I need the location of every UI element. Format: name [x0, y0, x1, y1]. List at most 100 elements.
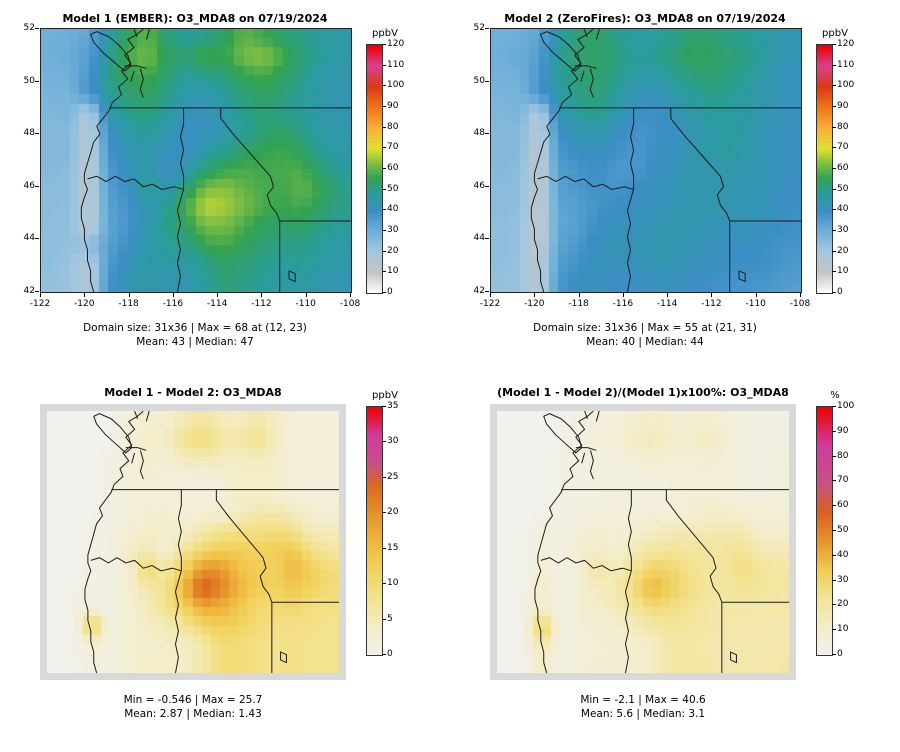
colorbar-tick-mark — [382, 250, 386, 252]
colorbar-tick-label: 20 — [387, 245, 399, 256]
colorbar-tick-label: 20 — [837, 245, 849, 256]
colorbar-tick-label: 70 — [387, 142, 399, 153]
colorbar-tick-label: 0 — [837, 287, 843, 297]
map-model1 — [40, 28, 352, 293]
colorbar-tick-mark — [382, 441, 386, 443]
caption-stats-line1: Domain size: 31x36 | Max = 68 at (12, 23… — [83, 322, 307, 334]
colorbar-tick-mark — [382, 476, 386, 478]
colorbar-tick-mark — [382, 188, 386, 190]
y-tick-mark — [35, 238, 39, 240]
caption-stats-line1: Min = -0.546 | Max = 25.7 — [123, 694, 263, 706]
map-model2 — [490, 28, 802, 293]
colorbar-percent-difference: % 0 10 20 30 40 50 60 70 80 90 100 — [812, 390, 896, 690]
colorbar-tick-mark — [382, 292, 386, 293]
x-tick-label: -114 — [656, 299, 678, 309]
y-tick-label: 52 — [23, 23, 35, 33]
y-tick-mark — [35, 28, 39, 29]
colorbar-tick-label: 0 — [387, 287, 393, 297]
x-tick-label: -108 — [339, 299, 361, 309]
colorbar-unit-label: ppbV — [372, 28, 398, 39]
x-tick-mark — [490, 293, 491, 297]
x-tick-mark — [305, 293, 307, 297]
colorbar-tick-label: 0 — [837, 649, 843, 659]
caption-stats-line2: Mean: 40 | Median: 44 — [586, 336, 704, 348]
map-percent-difference — [490, 404, 796, 680]
colorbar-tick-label: 90 — [837, 425, 849, 436]
colorbar-tick-mark — [832, 629, 836, 631]
colorbar-tick-label: 120 — [837, 39, 855, 49]
colorbar-tick-mark — [832, 430, 836, 432]
x-tick-mark — [578, 293, 580, 297]
x-tick-mark — [172, 293, 174, 297]
colorbar-tick-label: 40 — [837, 549, 849, 560]
colorbar-tick-label: 40 — [837, 204, 849, 215]
y-tick-label: 42 — [473, 286, 485, 296]
colorbar-tick-mark — [382, 547, 386, 549]
y-tick-mark — [35, 291, 39, 292]
y-tick-label: 50 — [23, 75, 35, 86]
colorbar-difference: ppbV 0 5 10 15 20 25 30 35 — [362, 390, 446, 690]
panel-model2: Model 2 (ZeroFires): O3_MDA8 on 07/19/20… — [458, 6, 898, 378]
colorbar-tick-mark — [832, 292, 836, 293]
colorbar-tick-mark — [382, 512, 386, 514]
caption-stats-line2: Mean: 2.87 | Median: 1.43 — [124, 708, 262, 720]
colorbar-tick-label: 50 — [837, 525, 849, 535]
colorbar-tick-mark — [832, 188, 836, 190]
colorbar-tick-label: 30 — [837, 225, 849, 235]
colorbar-tick-label: 35 — [387, 401, 399, 411]
panel-model1: Model 1 (EMBER): O3_MDA8 on 07/19/2024 -… — [8, 6, 448, 378]
y-tick-label: 46 — [473, 180, 485, 191]
colorbar-tick-mark — [832, 406, 836, 407]
x-tick-mark — [128, 293, 130, 297]
colorbar-tick-mark — [382, 406, 386, 407]
colorbar-gradient — [816, 44, 833, 294]
x-tick-label: -118 — [568, 299, 589, 309]
colorbar-tick-label: 60 — [837, 500, 849, 511]
caption-stats-line2: Mean: 5.6 | Median: 3.1 — [580, 708, 706, 720]
colorbar-tick-label: 110 — [387, 59, 405, 70]
colorbar-tick-label: 90 — [387, 101, 399, 111]
x-tick-label: -110 — [745, 299, 766, 309]
x-tick-label: -112 — [251, 299, 272, 309]
colorbar-tick-label: 80 — [837, 450, 849, 461]
colorbar-gradient — [366, 44, 383, 294]
colorbar-tick-label: 25 — [387, 471, 399, 482]
colorbar-tick-mark — [832, 168, 836, 169]
caption-stats-line1: Min = -2.1 | Max = 40.6 — [580, 694, 706, 706]
x-tick-mark — [261, 293, 263, 297]
colorbar-tick-mark — [832, 579, 836, 581]
colorbar-tick-mark — [382, 44, 386, 45]
colorbar-tick-mark — [382, 85, 386, 87]
colorbar-tick-mark — [382, 126, 386, 128]
colorbar-tick-label: 110 — [837, 59, 855, 70]
colorbar-tick-label: 50 — [387, 183, 399, 194]
y-tick-mark — [485, 291, 489, 292]
colorbar-tick-mark — [382, 147, 386, 149]
x-tick-label: -116 — [162, 299, 184, 309]
colorbar-tick-label: 60 — [837, 163, 849, 173]
colorbar-unit-label: ppbV — [372, 390, 398, 401]
panel-title: (Model 1 - Model 2)/(Model 1)x100%: O3_M… — [497, 386, 789, 399]
colorbar-tick-mark — [382, 618, 386, 620]
heatmap-canvas-model2 — [491, 29, 801, 292]
colorbar-tick-label: 100 — [837, 401, 855, 411]
x-tick-mark — [350, 293, 351, 297]
x-tick-mark — [217, 293, 219, 297]
panel-percent-difference: (Model 1 - Model 2)/(Model 1)x100%: O3_M… — [458, 378, 898, 750]
colorbar-tick-label: 70 — [837, 142, 849, 153]
x-tick-label: -108 — [789, 299, 811, 309]
colorbar-tick-mark — [382, 64, 386, 66]
colorbar-model2: ppbV 0 10 20 30 40 50 60 70 80 90 100 110 120 — [812, 28, 896, 328]
y-tick-mark — [485, 185, 489, 187]
colorbar-tick-mark — [832, 64, 836, 66]
colorbar-tick-mark — [832, 604, 836, 606]
x-tick-mark — [622, 293, 624, 297]
x-tick-label: -110 — [295, 299, 316, 309]
colorbar-tick-mark — [832, 126, 836, 128]
panel-title: Model 1 - Model 2: O3_MDA8 — [104, 386, 282, 399]
colorbar-tick-label: 15 — [387, 542, 399, 553]
colorbar-tick-mark — [382, 271, 386, 273]
y-tick-label: 48 — [23, 128, 35, 139]
colorbar-tick-label: 90 — [837, 101, 849, 111]
